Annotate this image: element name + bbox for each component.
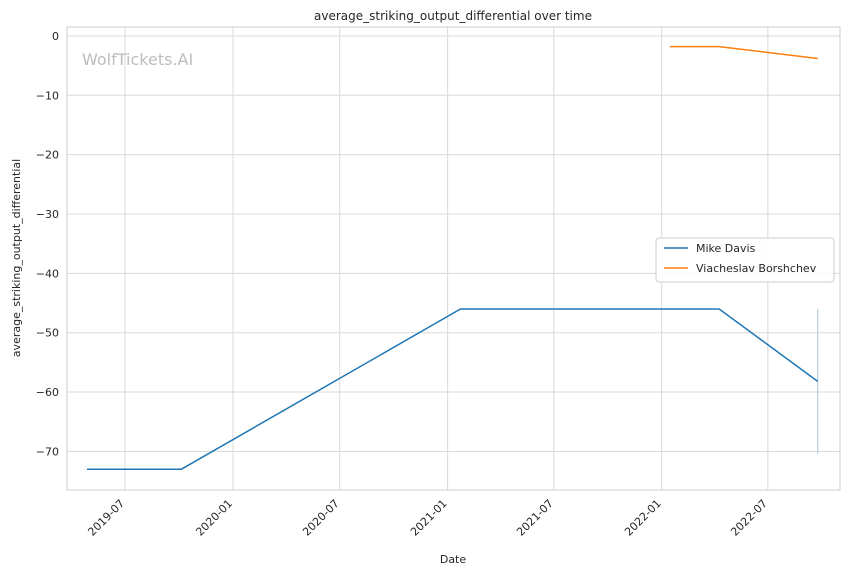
y-tick-label: −60 [36, 386, 59, 399]
y-tick-label: −30 [36, 208, 59, 221]
x-tick-label: 2021-01 [408, 497, 450, 539]
y-tick-label: −40 [36, 267, 59, 280]
y-tick-label: −20 [36, 149, 59, 162]
x-tick-label: 2020-07 [300, 497, 342, 539]
x-tick-label: 2021-07 [514, 497, 556, 539]
y-tick-label: −50 [36, 327, 59, 340]
tick-layer: 0 −10 −20 −30 −40 −50 −60 −70 2019-07 2020-01 2020… [36, 30, 770, 539]
y-tick-label: −70 [36, 445, 59, 458]
plot-frame [66, 26, 841, 491]
legend-label-viacheslav-borshchev: Viacheslav Borshchev [696, 262, 817, 275]
series-line-viacheslav-borshchev [669, 45, 818, 60]
x-tick-label: 2022-07 [728, 497, 770, 539]
x-tick-label: 2022-01 [622, 497, 664, 539]
legend-frame [655, 237, 835, 283]
x-tick-label: 2020-01 [193, 497, 235, 539]
y-tick-label: −10 [36, 89, 59, 102]
x-tick-label: 2019-07 [85, 497, 127, 539]
y-axis-label: average_striking_output_differential [10, 159, 23, 357]
chart-title: average_striking_output_differential ove… [314, 9, 592, 23]
legend-label-mike-davis: Mike Davis [696, 242, 756, 255]
series-layer [86, 45, 819, 470]
y-tick-label: 0 [52, 30, 59, 43]
watermark: WolfTickets.AI [82, 50, 193, 69]
series-line-mike-davis [86, 308, 819, 470]
x-axis-label: Date [440, 553, 467, 566]
legend: Mike Davis Viacheslav Borshchev [655, 237, 835, 283]
